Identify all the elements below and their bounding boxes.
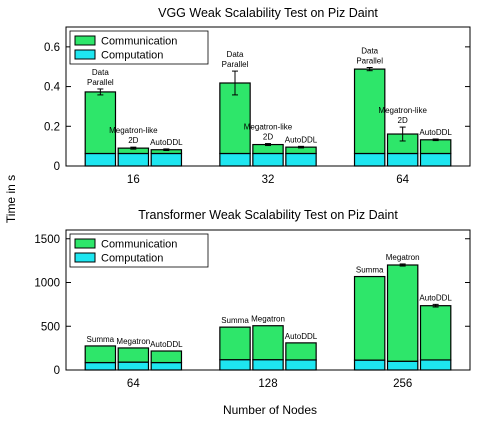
y-tick-label: 0 [54, 365, 60, 377]
legend-swatch [74, 252, 96, 263]
bar-computation [84, 361, 117, 371]
bar-method-label: Parallel [356, 57, 383, 66]
bar-method-label: Summa [221, 316, 249, 325]
bar-communication [150, 350, 183, 364]
bar-communication [353, 275, 386, 361]
bar-communication [252, 325, 284, 361]
bar-computation [219, 152, 251, 167]
bar-method-label: Data [227, 50, 244, 59]
bar-method-label: Megatron-like [378, 106, 427, 115]
legend-swatch [74, 238, 96, 249]
bar-method-label: AutoDDL [285, 332, 318, 341]
legend-label: Communication [101, 36, 177, 48]
x-tick-label: 64 [127, 378, 140, 390]
bar-communication [285, 342, 317, 361]
y-axis-label: Time in s [4, 175, 18, 223]
bar-computation [386, 360, 419, 371]
bar-method-label: Megatron [251, 315, 285, 324]
bar-method-label: AutoDDL [150, 138, 183, 147]
bar-method-label: Data [92, 68, 109, 77]
bar-computation [252, 152, 284, 167]
chart-panels: VGG Weak Scalability Test on Piz Daint 0 0… [34, 6, 471, 390]
bar-method-label: Megatron-like [244, 123, 293, 132]
bar-method-label: 2D [263, 133, 273, 142]
legend: Communication Computation [69, 233, 209, 268]
legend-swatch [74, 49, 96, 60]
y-tick-label: 1500 [34, 234, 60, 246]
bar-method-label: Megatron [116, 337, 150, 346]
y-tick-label: 0.4 [44, 82, 61, 94]
y-tick-label: 500 [41, 321, 60, 333]
bar-method-label: Parallel [87, 78, 114, 87]
bar-computation [419, 152, 452, 167]
x-tick-label: 64 [396, 174, 409, 186]
y-tick-label: 0.2 [44, 121, 60, 133]
y-tick-label: 0.6 [44, 42, 60, 54]
bar-method-label: AutoDDL [150, 340, 183, 349]
legend-label: Computation [101, 253, 163, 265]
bar-computation [84, 152, 117, 167]
bar-computation [252, 359, 284, 371]
x-axis-label: Number of Nodes [223, 403, 317, 417]
bar-communication [84, 91, 117, 155]
legend: Communication Computation [69, 30, 209, 65]
bar-communication [419, 139, 452, 155]
plot-frame [65, 229, 471, 371]
bar-computation [386, 152, 419, 167]
legend-label: Computation [101, 50, 163, 62]
x-tick-label: 32 [262, 174, 275, 186]
bar-method-label: Summa [87, 335, 115, 344]
bar-computation [219, 359, 251, 371]
bar-communication [386, 264, 419, 362]
chart-title: VGG Weak Scalability Test on Piz Daint [158, 6, 378, 20]
bar-method-label: 2D [398, 116, 408, 125]
bar-computation [150, 152, 183, 167]
bar-method-label: AutoDDL [285, 135, 318, 144]
legend-label: Communication [101, 239, 177, 251]
bar-communication [419, 305, 452, 361]
bar-computation [285, 152, 317, 167]
bar-computation [419, 359, 452, 371]
bar-communication [84, 345, 117, 364]
legend-swatch [74, 35, 96, 46]
plot-frame [65, 26, 471, 167]
bar-method-label: Summa [356, 266, 384, 275]
x-tick-label: 16 [127, 174, 140, 186]
y-tick-label: 0 [54, 161, 60, 173]
bar-method-label: Data [361, 47, 378, 56]
bar-communication [353, 68, 386, 155]
bar-computation [353, 152, 386, 167]
bar-computation [117, 361, 150, 371]
bar-computation [353, 359, 386, 371]
chart-panel-2: Transformer Weak Scalability Test on Piz… [34, 208, 471, 390]
x-tick-label: 256 [393, 378, 412, 390]
bar-method-label: 2D [128, 136, 138, 145]
x-tick-label: 128 [258, 378, 277, 390]
bar-computation [150, 361, 183, 371]
chart-panel-1: VGG Weak Scalability Test on Piz Daint 0 0… [44, 6, 471, 186]
bar-method-label: AutoDDL [419, 128, 452, 137]
bar-communication [219, 326, 251, 361]
bar-communication [117, 347, 150, 363]
y-tick-label: 1000 [34, 278, 60, 290]
bar-method-label: Megatron-like [109, 126, 158, 135]
bar-method-label: Megatron [386, 253, 420, 262]
bar-method-label: AutoDDL [419, 293, 452, 302]
chart-title: Transformer Weak Scalability Test on Piz… [138, 208, 398, 222]
bar-method-label: Parallel [222, 60, 249, 69]
bar-computation [285, 359, 317, 371]
bar-computation [117, 152, 150, 167]
